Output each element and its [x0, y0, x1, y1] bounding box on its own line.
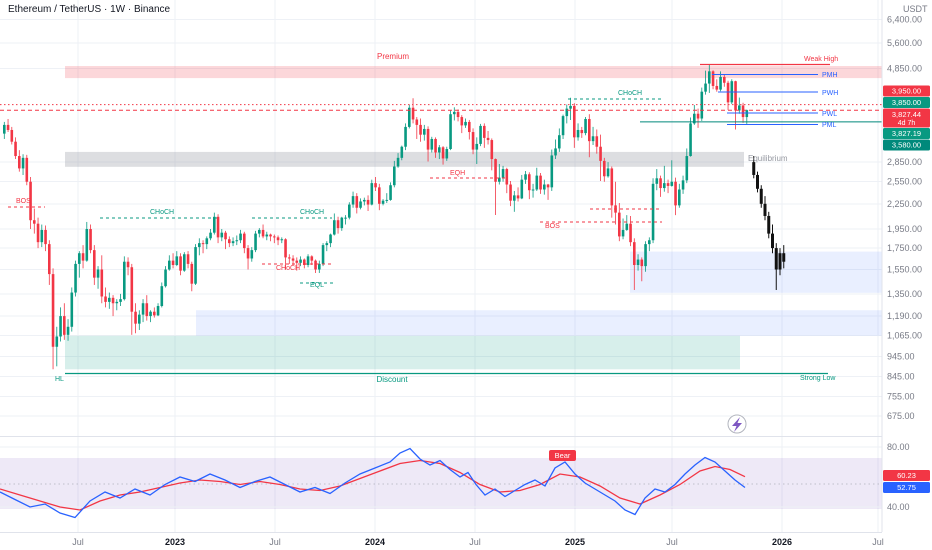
annotation-label: Premium — [377, 52, 409, 61]
price-label: 52.75 — [883, 482, 930, 493]
annotation-label: EQL — [310, 282, 324, 289]
lightning-icon[interactable] — [727, 414, 747, 434]
svg-text:2023: 2023 — [165, 537, 185, 547]
annotation-label: Weak High — [804, 56, 838, 63]
svg-text:945.00: 945.00 — [887, 352, 915, 362]
svg-text:845.00: 845.00 — [887, 371, 915, 381]
svg-text:4,850.00: 4,850.00 — [887, 63, 922, 73]
svg-text:2,550.00: 2,550.00 — [887, 177, 922, 187]
annotation-label: EQH — [450, 170, 465, 177]
demand-zone-upper[interactable] — [630, 251, 882, 293]
annotation-label: CHoCH — [300, 209, 324, 216]
svg-text:1,750.00: 1,750.00 — [887, 243, 922, 253]
discount-zone[interactable] — [65, 335, 740, 370]
svg-text:1,550.00: 1,550.00 — [887, 264, 922, 274]
svg-text:755.00: 755.00 — [887, 391, 915, 401]
svg-text:1,190.00: 1,190.00 — [887, 311, 922, 321]
svg-text:3,827.19: 3,827.19 — [892, 129, 921, 138]
svg-text:Jul: Jul — [872, 537, 884, 547]
svg-text:4d 7h: 4d 7h — [898, 120, 916, 127]
rsi-band — [0, 458, 882, 509]
svg-text:3,950.00: 3,950.00 — [892, 87, 921, 96]
svg-text:52.75: 52.75 — [897, 483, 916, 492]
svg-text:1,350.00: 1,350.00 — [887, 289, 922, 299]
price-label: 3,827.19 — [883, 128, 930, 139]
pane-separators[interactable] — [0, 436, 932, 533]
symbol-title-text: Ethereum / TetherUS · 1W · Binance — [8, 4, 171, 15]
premium-zone[interactable] — [65, 66, 882, 79]
svg-text:6,400.00: 6,400.00 — [887, 14, 922, 24]
svg-text:2024: 2024 — [365, 537, 385, 547]
annotation-label: PMH — [822, 72, 838, 79]
price-label: 3,950.00 — [883, 85, 930, 97]
annotation-lines — [0, 63, 882, 375]
annotation-label: Equilibrium — [748, 154, 788, 163]
annotation-label: CHoCH — [618, 90, 642, 97]
svg-text:40.00: 40.00 — [887, 502, 910, 512]
svg-text:5,600.00: 5,600.00 — [887, 38, 922, 48]
svg-text:2,850.00: 2,850.00 — [887, 157, 922, 167]
svg-text:Jul: Jul — [469, 537, 481, 547]
annotation-label: PML — [822, 122, 837, 129]
premium-discount-zones — [65, 66, 882, 370]
annotation-label: Discount — [376, 375, 408, 384]
annotation-label: CHoCH — [276, 265, 300, 272]
equilibrium-zone[interactable] — [65, 151, 744, 167]
svg-text:3,827.44: 3,827.44 — [892, 110, 921, 119]
price-label: 3,580.00 — [883, 139, 930, 151]
price-label: 3,850.00 — [883, 97, 930, 108]
annotation-label: BOS — [545, 223, 560, 230]
svg-text:Jul: Jul — [666, 537, 678, 547]
projection-candles — [752, 156, 786, 290]
time-axis[interactable]: Jul 2023 Jul 2024 Jul 2025 Jul 2026 Jul — [0, 533, 932, 550]
svg-text:Bear: Bear — [555, 451, 571, 460]
svg-text:3,850.00: 3,850.00 — [892, 98, 921, 107]
svg-text:3,580.00: 3,580.00 — [892, 141, 921, 150]
annotation-label: PWH — [822, 90, 838, 97]
rsi-line — [0, 447, 746, 519]
annotation-labels: Premium Discount Equilibrium Weak High Stron… — [16, 52, 838, 384]
svg-text:675.00: 675.00 — [887, 411, 915, 421]
annotation-label: BOS — [16, 198, 31, 205]
svg-text:2026: 2026 — [772, 537, 792, 547]
currency-label[interactable]: USDT — [903, 4, 928, 14]
annotation-label: CHoCH — [150, 209, 174, 216]
svg-text:80.00: 80.00 — [887, 442, 910, 452]
annotation-label: PWL — [822, 111, 837, 118]
symbol-title[interactable]: Ethereum / TetherUS · 1W · Binance — [8, 4, 170, 15]
demand-zone-lower[interactable] — [196, 310, 882, 336]
annotation-label: HL — [55, 376, 64, 383]
svg-text:Jul: Jul — [269, 537, 281, 547]
svg-text:2025: 2025 — [565, 537, 585, 547]
chart-icons — [727, 414, 747, 434]
svg-text:1,065.00: 1,065.00 — [887, 331, 922, 341]
annotation-label: Strong Low — [800, 375, 836, 382]
bear-badge: Bear — [549, 450, 576, 461]
svg-text:Jul: Jul — [72, 537, 84, 547]
svg-text:1,950.00: 1,950.00 — [887, 224, 922, 234]
rsi-indicator-pane: Bear — [0, 446, 882, 519]
svg-text:60.23: 60.23 — [897, 471, 916, 480]
svg-text:2,250.00: 2,250.00 — [887, 199, 922, 209]
price-label: 60.23 — [883, 470, 930, 481]
